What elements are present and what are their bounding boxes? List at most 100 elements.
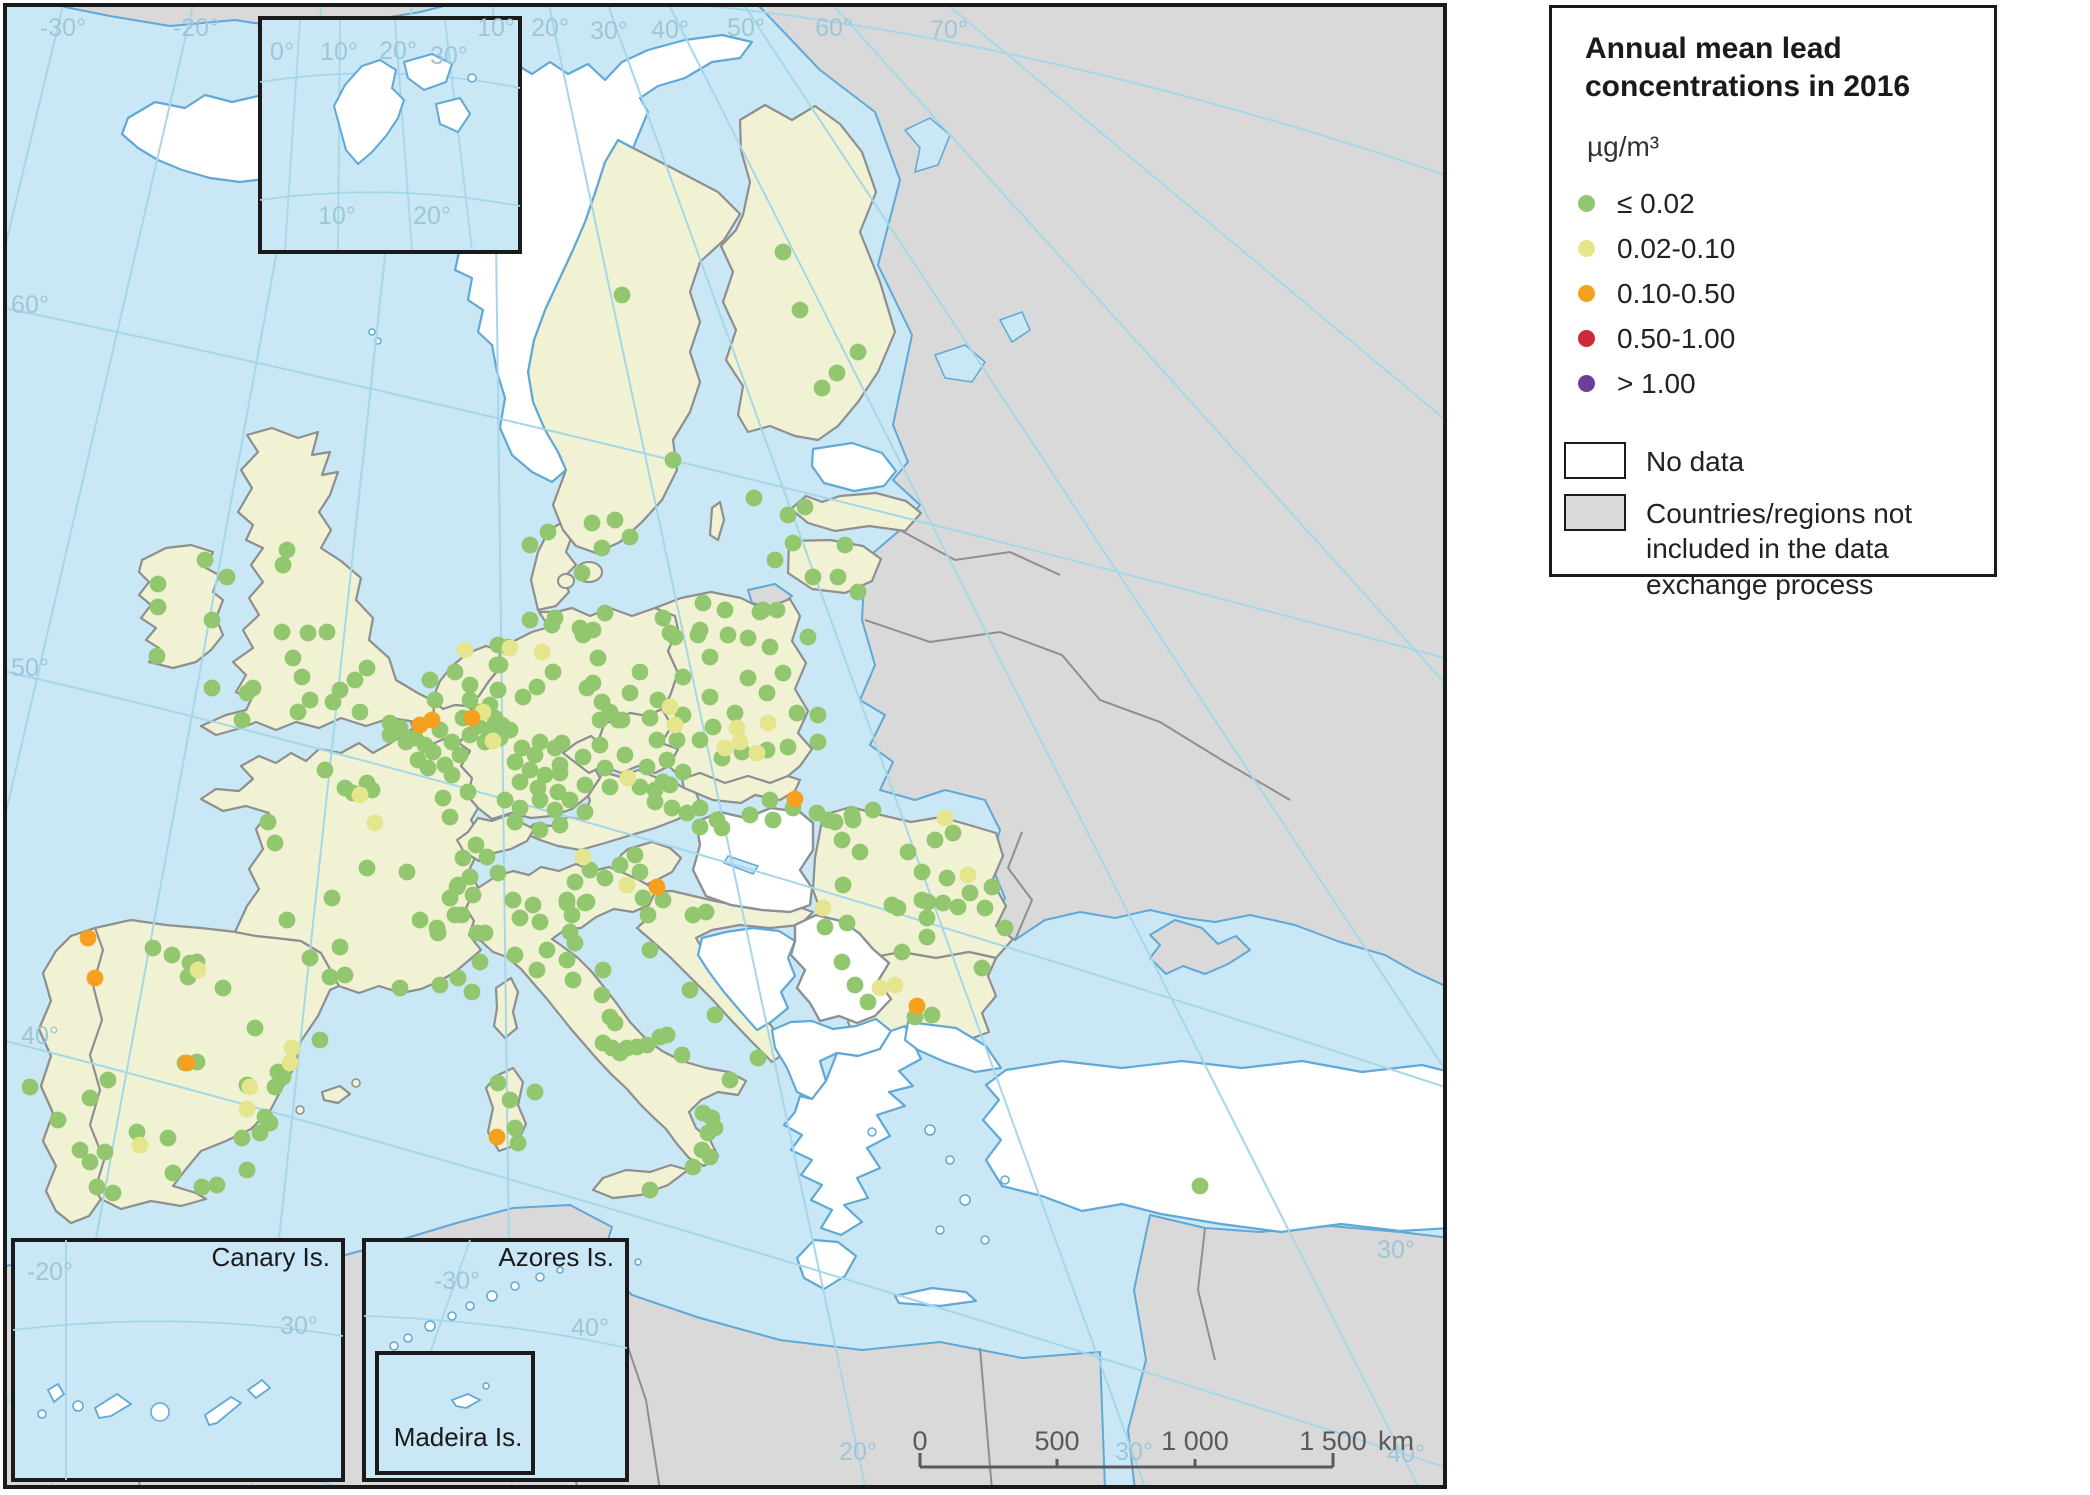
station-dot	[511, 909, 529, 927]
station-dot	[266, 1078, 284, 1096]
station-dot	[814, 899, 832, 917]
station-dot	[233, 711, 251, 729]
station-dot	[558, 951, 576, 969]
station-dot	[996, 919, 1014, 937]
inset-graticule-line	[444, 19, 473, 251]
graticule-line	[548, 5, 867, 1487]
station-dot	[638, 1036, 656, 1054]
station-dot	[81, 1089, 99, 1107]
station-dot	[938, 869, 956, 887]
station-dot	[606, 511, 624, 529]
station-dot	[918, 909, 936, 927]
station-dot	[96, 1143, 114, 1161]
station-dot	[238, 684, 256, 702]
legend-class-item: 0.10-0.50	[1552, 271, 1994, 316]
inset-graticule-line	[337, 19, 341, 251]
station-dot	[681, 981, 699, 999]
island-menorca	[351, 1078, 361, 1088]
station-dot	[531, 821, 549, 839]
station-dot	[449, 876, 467, 894]
station-dot	[509, 1134, 527, 1152]
country-no-data	[782, 1024, 923, 1237]
station-dot	[748, 744, 766, 762]
station-dot	[593, 986, 611, 1004]
azores-island	[556, 1266, 564, 1274]
graticule-label: 40°	[571, 1314, 609, 1342]
station-dot	[908, 997, 926, 1015]
station-dot	[796, 498, 814, 516]
azores-island	[403, 1333, 413, 1343]
station-dot	[641, 1181, 659, 1199]
station-dot	[446, 663, 464, 681]
inset-canary	[11, 1238, 345, 1482]
graticule-line	[699, 5, 1445, 176]
station-dot	[596, 869, 614, 887]
canary-island	[72, 1400, 84, 1412]
station-dot	[658, 1026, 676, 1044]
station-dot	[293, 668, 311, 686]
azores-island	[389, 1341, 399, 1351]
station-dot	[531, 791, 549, 809]
station-dot	[641, 941, 659, 959]
station-dot	[434, 789, 452, 807]
station-dot	[749, 1049, 767, 1067]
station-dot	[684, 1158, 702, 1176]
station-dot	[851, 843, 869, 861]
station-dot	[149, 575, 167, 593]
station-dot	[678, 804, 696, 822]
canary-island	[203, 1395, 243, 1427]
station-dot	[646, 793, 664, 811]
svalbard-islet	[467, 73, 477, 83]
legend-class-item: 0.02-0.10	[1552, 226, 1994, 271]
station-dot	[944, 824, 962, 842]
station-dot	[506, 753, 524, 771]
legend-title: Annual mean lead concentrations in 2016	[1585, 32, 1911, 103]
station-dot	[618, 876, 636, 894]
inset-graticule-line	[259, 191, 521, 207]
station-dot	[471, 953, 489, 971]
station-dot	[281, 1054, 299, 1072]
station-dot	[246, 1019, 264, 1037]
station-dot	[596, 604, 614, 622]
station-dot	[684, 906, 702, 924]
station-dot	[346, 671, 364, 689]
station-dot	[819, 811, 837, 829]
station-dot	[609, 711, 627, 729]
station-dot	[398, 863, 416, 881]
station-dot	[274, 556, 292, 574]
graticule-line	[832, 5, 1445, 685]
scale-tick-label: 500	[1034, 1426, 1079, 1456]
small-island	[368, 328, 376, 336]
station-dot	[488, 1128, 506, 1146]
station-dot	[661, 776, 679, 794]
station-dot	[278, 911, 296, 929]
station-dot	[654, 609, 672, 627]
station-dot	[449, 969, 467, 987]
station-dot	[576, 776, 594, 794]
station-dot	[701, 1148, 719, 1166]
station-dot	[511, 799, 529, 817]
svalbard-island	[332, 58, 406, 166]
station-dot	[461, 691, 479, 709]
station-dot	[589, 649, 607, 667]
station-dot	[899, 843, 917, 861]
station-dot	[893, 943, 911, 961]
station-dot	[973, 959, 991, 977]
graticule-label: 40°	[651, 16, 689, 44]
not-included-label: Countries/regions not included in the da…	[1646, 497, 1913, 600]
station-dot	[829, 568, 847, 586]
station-dot	[631, 863, 649, 881]
station-dot	[536, 766, 554, 784]
legend-class-label: 0.50-1.00	[1617, 322, 1736, 354]
country-not-included	[757, 5, 1445, 987]
station-dot	[574, 848, 592, 866]
station-dot	[631, 663, 649, 681]
station-dot	[436, 756, 454, 774]
station-dot	[766, 551, 784, 569]
station-dot	[573, 564, 591, 582]
inland-border-line	[1006, 831, 1034, 941]
graticule-label: 10°	[320, 38, 358, 66]
country-no-data	[795, 1238, 858, 1291]
azores-island	[486, 1290, 498, 1302]
